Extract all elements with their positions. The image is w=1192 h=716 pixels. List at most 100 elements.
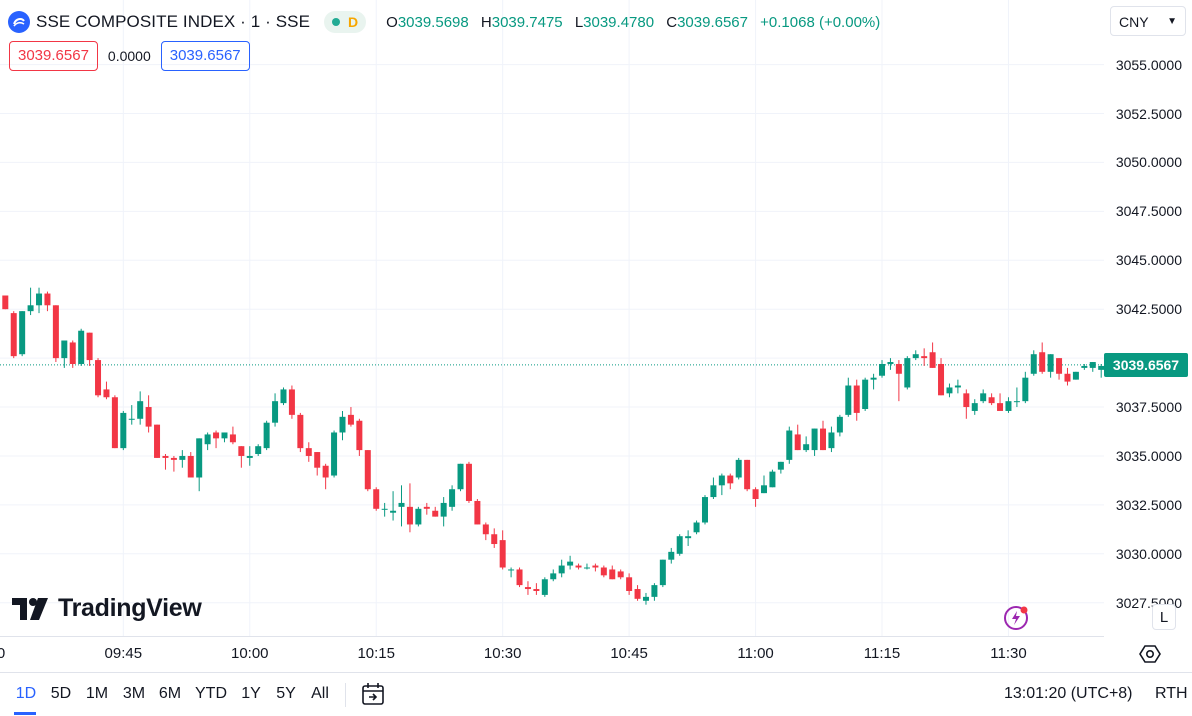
candle-body (246, 455, 253, 458)
x-tick-label: 10:30 (483, 645, 522, 662)
candle-body (836, 416, 843, 433)
candle-body (356, 420, 363, 451)
close-value: 3039.6567 (677, 13, 748, 31)
candle-body (659, 559, 666, 586)
high-label: H (480, 13, 492, 31)
candle-body (440, 502, 447, 517)
candle-body (120, 412, 127, 449)
candle-body (179, 455, 186, 460)
toolbar-divider (345, 683, 346, 707)
candle-body (870, 377, 877, 380)
candle-body (390, 510, 397, 513)
currency-selector[interactable]: CNY ▼ (1110, 6, 1186, 36)
candle-body (347, 414, 354, 425)
candle-body (95, 360, 102, 396)
settings-icon[interactable] (1137, 642, 1163, 666)
candle-body (103, 389, 110, 398)
x-tick-label: 11:00 (737, 645, 774, 662)
candle-body (634, 589, 641, 599)
candle-body (685, 536, 692, 539)
candle-body (364, 450, 371, 490)
market-status-badge[interactable]: D (324, 11, 367, 33)
candle-body (280, 389, 287, 404)
range-button-1y[interactable]: 1Y (241, 685, 261, 702)
x-tick-label: 10:45 (610, 645, 648, 662)
candle-body (213, 432, 220, 439)
flash-icon[interactable] (1003, 605, 1029, 631)
candle-body (449, 489, 456, 507)
candle-body (701, 497, 708, 523)
candle-body (272, 401, 279, 423)
price-axis[interactable]: 3055.0000 3052.5000 3050.0000 3047.5000 3045… (1104, 0, 1192, 636)
candle-body (508, 569, 515, 571)
chevron-down-icon: ▼ (1167, 16, 1177, 27)
candle-body (600, 567, 607, 576)
candle-body (415, 508, 422, 525)
candle-body (786, 430, 793, 460)
candle-body (204, 434, 211, 445)
range-button-3m[interactable]: 3M (122, 685, 146, 702)
session-toggle[interactable]: RTH (1155, 685, 1188, 702)
log-scale-button[interactable]: L (1152, 604, 1176, 630)
buy-button[interactable]: 3039.6567 (160, 41, 250, 71)
candle-body (457, 463, 464, 490)
range-button-all[interactable]: All (311, 685, 329, 702)
candle-body (52, 305, 59, 359)
range-button-ytd[interactable]: YTD (195, 685, 227, 702)
candle-body (170, 457, 177, 460)
candle-body (322, 465, 329, 478)
time-axis[interactable]: 10 09:45 10:00 10:15 10:30 10:45 11:00 11:15 11:… (0, 636, 1104, 672)
symbol-title[interactable]: SSE COMPOSITE INDEX · 1 · SSE (36, 12, 311, 31)
candle-body (1072, 371, 1079, 380)
bottom-toolbar: 1D 5D 1M 3M 6M YTD 1Y 5Y All 13:01:20 (UTC+8) RT… (0, 672, 1192, 716)
sell-button[interactable]: 3039.6567 (9, 41, 98, 71)
candle-body (1047, 354, 1054, 372)
candle-body (710, 485, 717, 498)
candle-body (331, 432, 338, 476)
current-price-label: 3039.6567 (1104, 352, 1188, 377)
candle-body (668, 551, 675, 560)
candle-body (255, 446, 262, 455)
candle-body (895, 363, 902, 374)
date-range-icon[interactable] (360, 681, 386, 707)
candle-body (86, 332, 93, 361)
candle-body (550, 573, 557, 580)
candle-body (482, 524, 489, 535)
candle-body (744, 459, 751, 490)
candle-body (2, 295, 9, 310)
candlestick-chart[interactable] (0, 0, 1104, 636)
candle-body (929, 352, 936, 368)
candle-body (69, 342, 76, 364)
candle-body (592, 565, 599, 568)
candle-body (187, 455, 194, 478)
x-tick-label: 10:15 (357, 645, 395, 662)
candle-body (642, 596, 649, 601)
currency-label: CNY (1119, 14, 1149, 30)
tradingview-logo[interactable]: TradingView (12, 594, 202, 623)
exchange-logo-icon (8, 11, 30, 33)
candle-body (1098, 365, 1104, 370)
candle-body (128, 418, 135, 420)
range-button-5y[interactable]: 5Y (276, 685, 296, 702)
range-button-1m[interactable]: 1M (85, 685, 109, 702)
candle-body (288, 389, 295, 415)
range-button-5d[interactable]: 5D (50, 685, 72, 702)
candle-body (954, 385, 961, 388)
candle-body (971, 403, 978, 411)
candle-body (263, 422, 270, 449)
candle-body (541, 579, 548, 595)
candle-body (676, 536, 683, 554)
range-button-1d[interactable]: 1D (15, 685, 37, 702)
chart-area[interactable]: SSE COMPOSITE INDEX · 1 · SSE D O3039.56… (0, 0, 1104, 636)
range-button-6m[interactable]: 6M (158, 685, 182, 702)
candle-body (1005, 401, 1012, 411)
candle-body (693, 522, 700, 533)
close-label: C (666, 13, 678, 31)
candle-body (617, 571, 624, 578)
candle-body (997, 403, 1004, 411)
y-tick-label: 3047.5000 (1115, 203, 1182, 220)
candle-body (221, 432, 228, 439)
clock-timezone[interactable]: 13:01:20 (UTC+8) (1004, 685, 1133, 702)
candle-body (491, 534, 498, 545)
candle-body (524, 587, 531, 590)
